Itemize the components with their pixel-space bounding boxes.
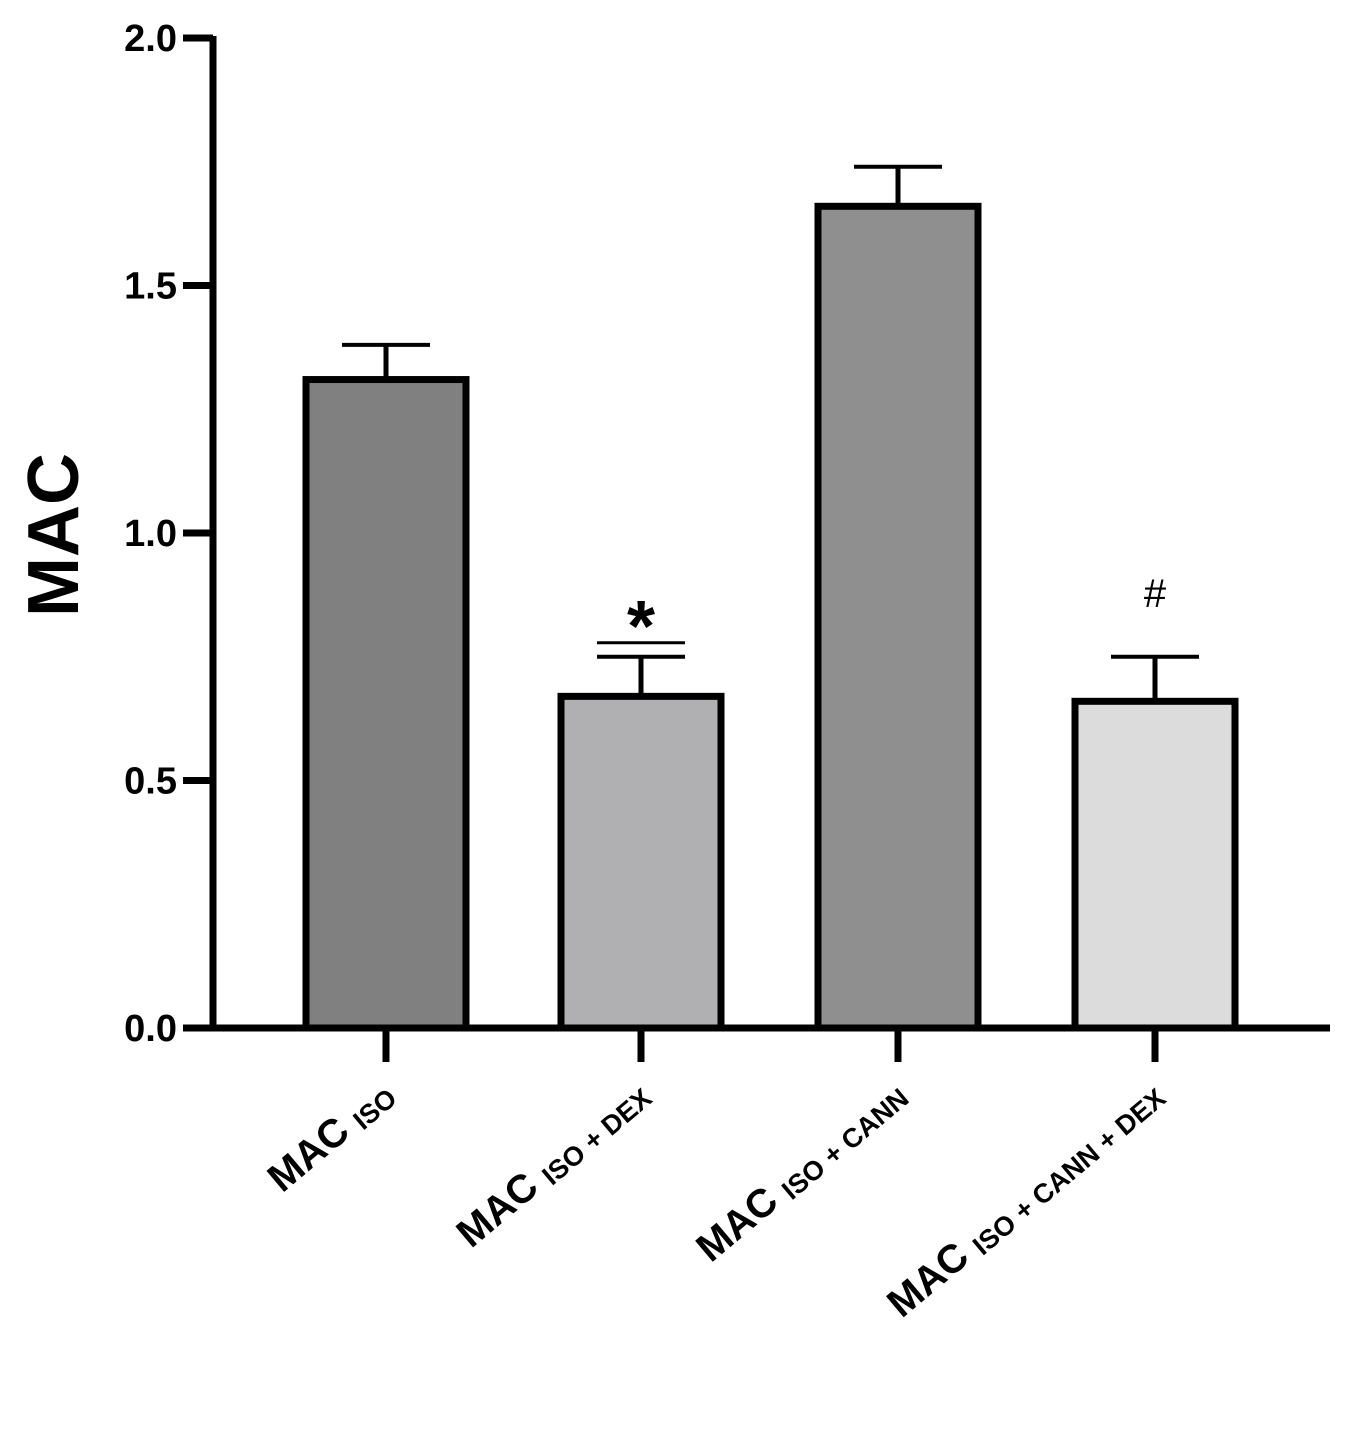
y-tick-label: 1.0 (124, 513, 177, 555)
error-bar (854, 164, 942, 207)
significance-asterisk: * (627, 587, 655, 667)
bar (1071, 697, 1239, 1032)
bar (302, 376, 470, 1032)
axes (183, 36, 1330, 1032)
error-bar (342, 342, 430, 380)
x-category-sub: ISO + DEX (536, 1083, 657, 1191)
x-category-label: MAC ISO + CANN (688, 1071, 914, 1271)
bar (557, 692, 725, 1032)
significance-hash: # (1144, 572, 1167, 616)
annotations: * # (597, 572, 1167, 667)
x-category-label: MAC ISO (260, 1071, 403, 1201)
x-category-label: MAC ISO + CANN + DEX (879, 1071, 1171, 1326)
bar (814, 202, 982, 1032)
y-tick-label: 1.5 (124, 266, 177, 308)
x-category-sub: ISO + CANN (776, 1083, 914, 1206)
bars (302, 202, 1239, 1032)
y-axis-ticks: 0.0 0.5 1.0 1.5 2.0 (124, 18, 213, 1050)
error-bar (1111, 654, 1199, 702)
error-bar (597, 654, 685, 697)
y-tick-label: 0.0 (124, 1008, 177, 1050)
x-category-label: MAC ISO + DEX (448, 1071, 657, 1257)
x-category-sub: ISO + CANN + DEX (967, 1083, 1171, 1261)
y-axis-title: MAC (14, 453, 94, 617)
error-bars (342, 164, 1199, 702)
y-tick-label: 0.5 (124, 761, 177, 803)
y-tick-label: 2.0 (124, 18, 177, 60)
